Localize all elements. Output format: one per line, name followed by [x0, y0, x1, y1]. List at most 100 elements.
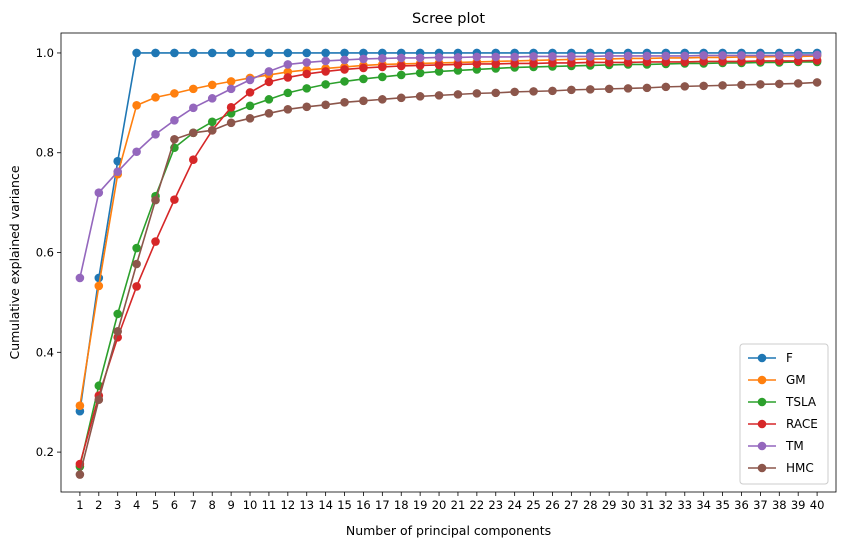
data-point-hmc: [718, 81, 727, 90]
x-tick-label: 1: [76, 498, 83, 512]
data-point-race: [434, 60, 444, 70]
data-point-f: [189, 48, 198, 58]
x-tick-label: 35: [715, 498, 730, 512]
data-point-tm: [718, 51, 727, 60]
legend-entry-f: F: [748, 351, 793, 365]
data-point-tm: [737, 51, 746, 60]
x-tick-label: 34: [696, 498, 711, 512]
data-point-tm: [756, 51, 765, 60]
x-tick-label: 27: [564, 498, 579, 512]
data-point-tm: [604, 51, 614, 61]
data-point-race: [283, 73, 293, 82]
data-point-tsla: [340, 77, 349, 86]
legend-entry-hmc: HMC: [748, 461, 814, 475]
data-point-tm: [113, 167, 123, 176]
x-tick-label: 14: [318, 498, 333, 512]
legend-marker: [757, 441, 767, 451]
series-tm: [75, 50, 822, 283]
data-point-tm: [189, 103, 198, 113]
data-point-tm: [548, 52, 557, 61]
data-point-hmc: [529, 87, 538, 96]
x-tick-label: 10: [243, 498, 258, 512]
data-point-race: [529, 59, 538, 68]
data-point-tm: [585, 52, 595, 61]
data-point-race: [718, 57, 727, 66]
legend-label: GM: [786, 373, 806, 387]
data-point-tsla: [396, 70, 406, 80]
data-point-tm: [453, 53, 463, 62]
data-point-f: [226, 48, 236, 58]
data-point-race: [359, 63, 368, 73]
data-point-hmc: [737, 80, 746, 90]
data-point-tm: [793, 50, 803, 60]
series-line-f: [79, 52, 818, 412]
data-point-tm: [434, 53, 444, 62]
data-point-tm: [302, 58, 312, 67]
legend-marker: [757, 419, 767, 429]
data-point-hmc: [226, 118, 236, 128]
data-point-tm: [340, 55, 349, 65]
data-point-hmc: [415, 92, 425, 101]
data-point-hmc: [699, 81, 708, 91]
x-tick-label: 9: [227, 498, 234, 512]
x-tick-label: 31: [640, 498, 655, 512]
data-point-tsla: [415, 68, 425, 78]
y-tick-label: 1.0: [36, 46, 54, 60]
data-point-hmc: [396, 93, 406, 103]
x-tick-label: 5: [152, 498, 159, 512]
data-point-hmc: [793, 79, 803, 88]
data-point-hmc: [302, 102, 312, 112]
data-point-race: [151, 237, 160, 246]
legend-marker: [757, 353, 767, 363]
data-point-race: [661, 57, 671, 67]
data-point-f: [207, 48, 217, 58]
data-point-hmc: [453, 90, 463, 99]
data-point-tm: [75, 273, 85, 283]
data-point-race: [699, 57, 708, 66]
x-tick-label: 6: [171, 498, 178, 512]
data-point-tsla: [207, 117, 217, 127]
series-line-hmc: [79, 81, 818, 475]
data-point-tsla: [434, 67, 444, 76]
legend: F GM TSLA RACE TM HMC: [739, 343, 829, 485]
data-point-hmc: [264, 109, 274, 118]
data-point-race: [585, 58, 595, 67]
data-point-tm: [472, 52, 482, 62]
x-tick-label: 36: [734, 498, 749, 512]
x-tick-label: 15: [337, 498, 352, 512]
data-point-race: [170, 195, 179, 204]
data-point-race: [680, 57, 690, 67]
data-point-tm: [623, 51, 633, 61]
data-point-tm: [812, 50, 822, 60]
plot-frame: [60, 32, 837, 493]
data-point-f: [245, 48, 255, 58]
data-point-race: [189, 155, 198, 165]
data-point-tm: [94, 188, 104, 197]
x-tick-label: 40: [810, 498, 825, 512]
x-tick-label: 30: [621, 498, 636, 512]
legend-label: RACE: [786, 417, 818, 431]
data-point-hmc: [151, 195, 160, 205]
data-point-hmc: [661, 82, 671, 92]
y-tick-label: 0.6: [36, 246, 54, 260]
data-point-race: [321, 67, 330, 76]
x-tick-label: 17: [375, 498, 390, 512]
data-point-gm: [189, 84, 198, 94]
data-point-tsla: [302, 84, 312, 93]
data-point-hmc: [359, 96, 368, 106]
data-point-hmc: [510, 87, 519, 97]
series-hmc: [75, 78, 822, 479]
x-tick-label: 19: [413, 498, 428, 512]
data-point-race: [567, 58, 576, 68]
data-point-race: [245, 88, 255, 97]
y-tick-label: 0.4: [36, 345, 54, 359]
series-line-race: [79, 59, 818, 465]
data-point-tm: [378, 54, 387, 63]
data-point-hmc: [170, 134, 179, 144]
series-line-tsla: [79, 61, 818, 467]
x-tick-label: 32: [659, 498, 674, 512]
y-tick-label: 0.8: [36, 146, 54, 160]
data-point-gm: [75, 401, 85, 410]
data-point-race: [396, 61, 406, 71]
data-point-f: [132, 48, 141, 58]
